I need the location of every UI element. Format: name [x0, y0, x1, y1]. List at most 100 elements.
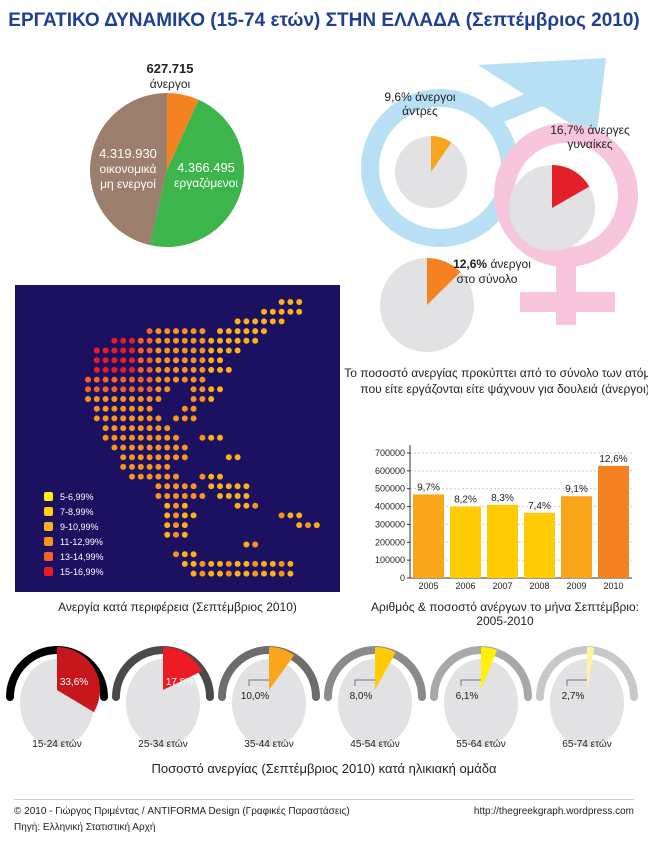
map-dot: [173, 434, 179, 441]
map-dot: [190, 493, 197, 499]
map-dot: [225, 570, 232, 577]
map-dot: [208, 434, 215, 441]
map-dot: [208, 570, 215, 577]
map-dot: [217, 386, 223, 393]
map-dot: [120, 444, 127, 451]
map-dot: [155, 376, 162, 383]
unemployed-label: άνεργοι: [150, 77, 191, 91]
map-dot: [173, 512, 179, 519]
legend-swatch: [44, 537, 53, 546]
map-dot: [199, 396, 206, 402]
map-dot: [199, 570, 206, 577]
map-dot: [225, 337, 232, 344]
map-dot: [181, 405, 188, 412]
map-dot: [164, 444, 171, 451]
male-symbol-arrowhead: [478, 58, 606, 140]
map-dot: [190, 512, 197, 519]
total-percent: 12,6%: [453, 257, 487, 271]
map-dot: [181, 502, 188, 509]
bar-data-label: 8,3%: [491, 493, 514, 504]
women-pie-slice: [552, 165, 590, 208]
map-dot: [129, 444, 135, 451]
gauge-leader: [460, 679, 481, 686]
map-dot: [146, 347, 153, 354]
map-dot: [199, 337, 206, 344]
map-dot: [305, 522, 311, 529]
map-dot: [137, 366, 144, 373]
map-dot: [217, 347, 223, 354]
map-dot: [120, 337, 127, 344]
footer-url[interactable]: http://thegreekgraph.wordpress.com: [473, 806, 634, 817]
map-dot: [155, 357, 162, 364]
map-dot: [313, 522, 320, 529]
map-dot: [93, 405, 100, 412]
inactive-value: 4.319.930: [99, 146, 157, 161]
legend-swatch: [44, 522, 53, 531]
map-dot: [173, 347, 179, 354]
map-dot: [93, 396, 100, 402]
legend-label: 5-6,99%: [60, 492, 94, 502]
men-pie-slice: [431, 136, 452, 172]
bar-data-label: 7,4%: [528, 501, 551, 512]
map-dot: [190, 347, 197, 354]
legend-label: 11-12,99%: [60, 537, 103, 547]
gauge-wedge: [269, 647, 295, 690]
map-dot: [173, 337, 179, 344]
map-dot: [102, 415, 109, 422]
map-dot: [217, 493, 223, 499]
footer-divider: [14, 799, 634, 800]
map-dot: [173, 376, 179, 383]
map-dot: [190, 560, 197, 567]
map-dot: [181, 337, 188, 344]
map-dot: [111, 434, 118, 441]
y-tick-label: 100000: [375, 555, 405, 565]
map-dot: [269, 570, 276, 577]
map-dot: [199, 493, 206, 499]
map-dot: [252, 570, 259, 577]
map-dot: [190, 551, 197, 558]
bar-2006: [450, 506, 481, 578]
gauge-leader: [566, 679, 587, 686]
map-dot: [102, 376, 109, 383]
map-dot: [173, 454, 179, 461]
bar-2008: [524, 512, 555, 578]
map-dot: [111, 444, 118, 451]
map-dot: [93, 376, 100, 383]
map-dot: [190, 376, 197, 383]
map-dot: [146, 473, 153, 480]
y-tick-label: 700000: [375, 448, 405, 458]
map-dot: [85, 396, 91, 402]
map-dot: [129, 366, 135, 373]
y-tick-label: 0: [400, 573, 405, 583]
bar-chart-caption: Αριθμός & ποσοστό ανέργων το μήνα Σεπτέμ…: [371, 600, 639, 628]
map-dot: [181, 560, 188, 567]
men-label: 9,6% άνεργοι: [384, 90, 455, 104]
map-dot: [120, 347, 127, 354]
map-dot: [278, 299, 285, 305]
y-tick-label: 500000: [375, 484, 405, 494]
legend-label: 13-14,99%: [60, 552, 104, 562]
map-dot: [137, 415, 144, 422]
map-dot: [190, 483, 197, 490]
map-dot: [102, 425, 109, 432]
map-dot: [287, 299, 294, 305]
map-dot: [287, 512, 294, 519]
map-dot: [296, 299, 303, 305]
pie-slice-2: [89, 93, 167, 246]
map-dot: [120, 386, 127, 393]
map-dot: [129, 386, 135, 393]
bar-data-label: 12,6%: [599, 454, 627, 465]
gauge-wedge: [375, 647, 396, 690]
map-dot: [234, 328, 241, 335]
map-dot: [199, 386, 206, 393]
bar-data-label: 8,2%: [454, 495, 477, 506]
map-dot: [85, 386, 91, 393]
map-dot: [137, 386, 144, 393]
map-dot: [93, 386, 100, 393]
map-dot: [93, 366, 100, 373]
map-dot: [111, 386, 118, 393]
map-dot: [199, 560, 206, 567]
map-dot: [234, 347, 241, 354]
map-dot: [146, 415, 153, 422]
